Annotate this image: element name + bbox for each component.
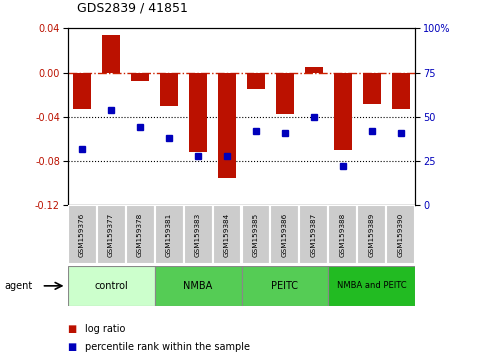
Text: GSM159390: GSM159390 <box>398 212 404 257</box>
Bar <box>334 73 352 150</box>
Bar <box>97 205 126 264</box>
Text: GSM159385: GSM159385 <box>253 212 259 257</box>
Text: PEITC: PEITC <box>271 281 298 291</box>
Text: NMBA: NMBA <box>184 281 213 291</box>
Text: GSM159386: GSM159386 <box>282 212 288 257</box>
Bar <box>155 266 242 306</box>
Text: GSM159387: GSM159387 <box>311 212 317 257</box>
Bar <box>276 73 294 114</box>
Bar <box>242 266 328 306</box>
Text: control: control <box>94 281 128 291</box>
Text: agent: agent <box>5 281 33 291</box>
Bar <box>102 35 120 73</box>
Text: GSM159377: GSM159377 <box>108 212 114 257</box>
Bar <box>213 205 242 264</box>
Text: GSM159389: GSM159389 <box>369 212 375 257</box>
Bar <box>68 266 155 306</box>
Text: ■: ■ <box>68 342 77 352</box>
Text: NMBA and PEITC: NMBA and PEITC <box>337 281 407 290</box>
Bar <box>363 73 381 104</box>
Bar <box>242 205 270 264</box>
Bar <box>68 205 97 264</box>
Text: GSM159384: GSM159384 <box>224 212 230 257</box>
Bar <box>392 73 410 109</box>
Bar <box>270 205 299 264</box>
Text: log ratio: log ratio <box>85 324 125 334</box>
Text: percentile rank within the sample: percentile rank within the sample <box>85 342 250 352</box>
Bar <box>328 266 415 306</box>
Bar <box>386 205 415 264</box>
Bar <box>131 73 149 81</box>
Text: GDS2839 / 41851: GDS2839 / 41851 <box>77 1 188 14</box>
Bar <box>299 205 328 264</box>
Bar <box>160 73 178 106</box>
Text: GSM159378: GSM159378 <box>137 212 143 257</box>
Bar <box>218 73 236 178</box>
Bar <box>328 205 357 264</box>
Bar <box>155 205 184 264</box>
Text: GSM159388: GSM159388 <box>340 212 346 257</box>
Bar <box>73 73 91 109</box>
Bar <box>126 205 155 264</box>
Bar <box>189 73 207 152</box>
Text: GSM159376: GSM159376 <box>79 212 85 257</box>
Bar <box>357 205 386 264</box>
Text: ■: ■ <box>68 324 77 334</box>
Bar <box>247 73 265 89</box>
Bar <box>184 205 213 264</box>
Text: GSM159381: GSM159381 <box>166 212 172 257</box>
Text: GSM159383: GSM159383 <box>195 212 201 257</box>
Bar <box>305 67 323 73</box>
